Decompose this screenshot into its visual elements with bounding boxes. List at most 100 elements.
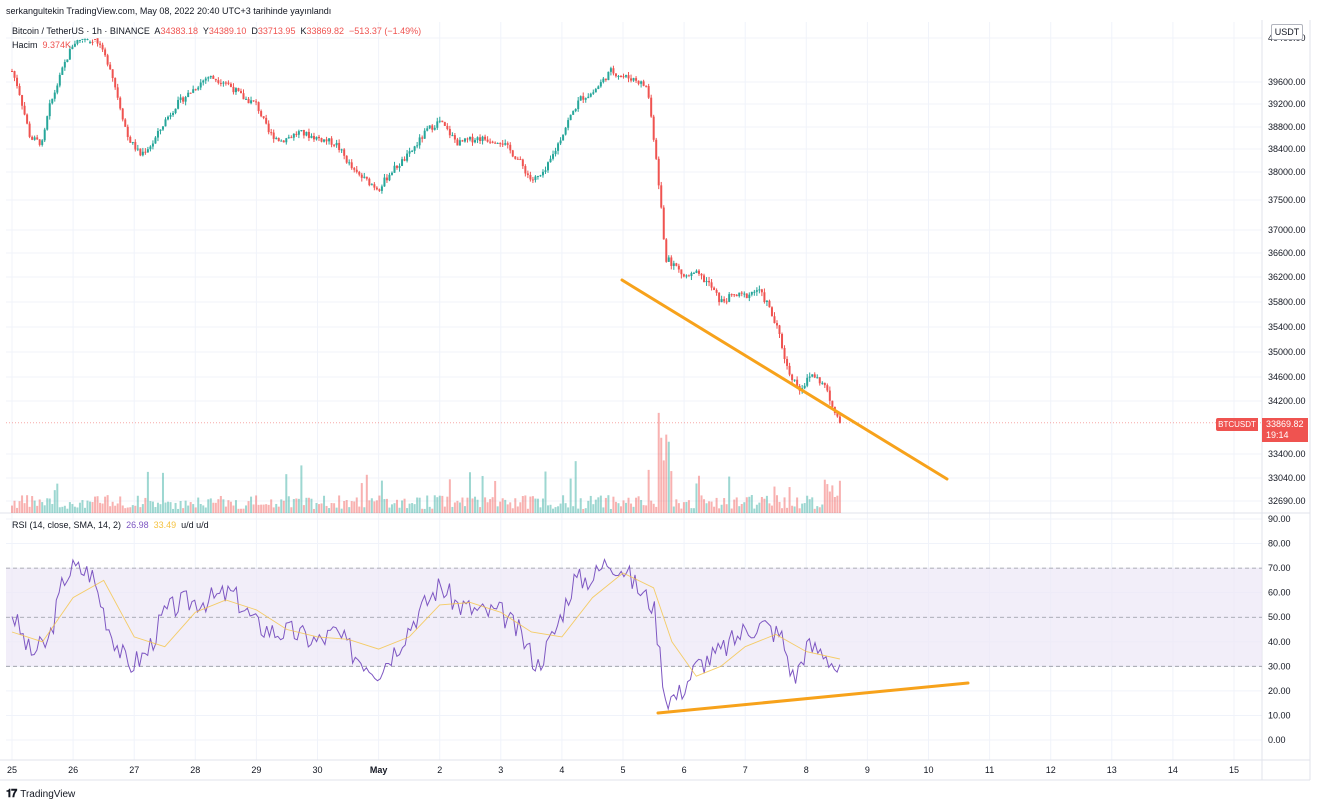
volume-bar bbox=[16, 507, 19, 513]
volume-bar bbox=[700, 495, 703, 513]
candle-body bbox=[670, 257, 673, 266]
candle-body bbox=[708, 280, 711, 283]
tradingview-logo-icon: 𝟏𝟕 bbox=[6, 788, 17, 800]
candle-body bbox=[239, 91, 242, 94]
volume-bar bbox=[172, 508, 175, 513]
volume-bar bbox=[637, 496, 640, 513]
volume-bar bbox=[786, 507, 789, 513]
high-label: Y bbox=[202, 26, 209, 36]
volume-bar bbox=[338, 495, 341, 513]
brand[interactable]: 𝟏𝟕 TradingView bbox=[6, 788, 75, 801]
candle-body bbox=[156, 130, 159, 138]
volume-bar bbox=[441, 495, 444, 513]
candle-body bbox=[426, 128, 429, 131]
volume-bar bbox=[169, 502, 172, 513]
candle-body bbox=[657, 158, 660, 186]
volume-bar bbox=[562, 495, 565, 513]
candle-body bbox=[224, 82, 227, 84]
candle-body bbox=[630, 78, 633, 81]
volume-bar bbox=[607, 495, 610, 513]
candle-body bbox=[796, 379, 799, 386]
volume-bar bbox=[604, 497, 607, 513]
volume-bar bbox=[260, 504, 263, 513]
candle-body bbox=[68, 49, 71, 60]
candle-body bbox=[516, 158, 519, 160]
candle-body bbox=[599, 82, 602, 87]
volume-bar bbox=[33, 500, 36, 513]
volume-bar bbox=[546, 505, 549, 513]
candle-body bbox=[569, 114, 572, 121]
volume-bar bbox=[237, 508, 240, 513]
candle-body bbox=[177, 99, 180, 109]
volume-label: Hacim bbox=[12, 40, 38, 50]
volume-bar bbox=[808, 499, 811, 513]
candle-body bbox=[358, 171, 361, 175]
last-price-box: 33869.82 19:14 bbox=[1262, 418, 1308, 442]
volume-bar bbox=[514, 498, 517, 513]
candle-body bbox=[607, 71, 610, 81]
volume-bar bbox=[750, 495, 753, 513]
volume-bar bbox=[740, 503, 743, 513]
candle-body bbox=[519, 159, 522, 161]
candle-body bbox=[282, 140, 285, 143]
candle-body bbox=[252, 100, 255, 102]
candle-body bbox=[101, 44, 104, 50]
candle-body bbox=[705, 280, 708, 283]
candle-body bbox=[818, 377, 821, 384]
volume-bar bbox=[350, 501, 353, 513]
volume-bar bbox=[572, 506, 575, 513]
candle-body bbox=[775, 323, 778, 326]
volume-bar bbox=[380, 480, 383, 513]
candle-body bbox=[373, 184, 376, 188]
volume-bar bbox=[813, 508, 816, 513]
candle-body bbox=[99, 43, 102, 45]
volume-bar bbox=[156, 502, 159, 513]
volume-bar bbox=[406, 508, 409, 513]
candle-body bbox=[305, 131, 308, 136]
volume-bar bbox=[463, 506, 466, 513]
volume-bar bbox=[423, 508, 426, 513]
volume-bar bbox=[838, 480, 841, 513]
candle-body bbox=[204, 78, 207, 81]
candle-body bbox=[227, 82, 230, 84]
candle-body bbox=[760, 289, 763, 293]
volume-bar bbox=[531, 496, 534, 513]
volume-bar bbox=[436, 497, 439, 513]
volume-bar bbox=[315, 502, 318, 513]
volume-bar bbox=[657, 412, 660, 513]
volume-bar bbox=[833, 497, 836, 513]
candle-body bbox=[28, 123, 31, 137]
candle-body bbox=[403, 159, 406, 161]
candle-body bbox=[58, 74, 61, 86]
volume-bar bbox=[474, 496, 477, 513]
volume-bar bbox=[282, 500, 285, 513]
volume-bar bbox=[574, 461, 577, 513]
volume-bar bbox=[539, 507, 542, 513]
price-tick-label: 35000.00 bbox=[1268, 347, 1306, 357]
volume-bar bbox=[506, 504, 509, 513]
rsi-sma-line bbox=[11, 572, 840, 677]
volume-bar bbox=[798, 508, 801, 513]
candle-body bbox=[730, 294, 733, 296]
volume-bar bbox=[267, 504, 270, 513]
price-tick-label: 36200.00 bbox=[1268, 272, 1306, 282]
candle-body bbox=[209, 75, 212, 78]
rsi-tick-label: 40.00 bbox=[1268, 637, 1291, 647]
volume-bar bbox=[536, 498, 539, 513]
candle-body bbox=[149, 146, 152, 150]
candle-body bbox=[197, 87, 200, 90]
volume-bar bbox=[174, 502, 177, 513]
candle-body bbox=[187, 92, 190, 98]
volume-bar bbox=[265, 504, 268, 513]
candle-body bbox=[413, 146, 416, 151]
candle-body bbox=[541, 171, 544, 176]
candle-body bbox=[124, 119, 127, 127]
volume-bar bbox=[529, 496, 532, 513]
candle-body bbox=[199, 82, 202, 88]
candle-body bbox=[662, 207, 665, 240]
rsi-tick-label: 70.00 bbox=[1268, 563, 1291, 573]
currency-button[interactable]: USDT bbox=[1271, 24, 1303, 40]
volume-bar bbox=[53, 490, 56, 513]
price-tick-label: 37500.00 bbox=[1268, 195, 1306, 205]
